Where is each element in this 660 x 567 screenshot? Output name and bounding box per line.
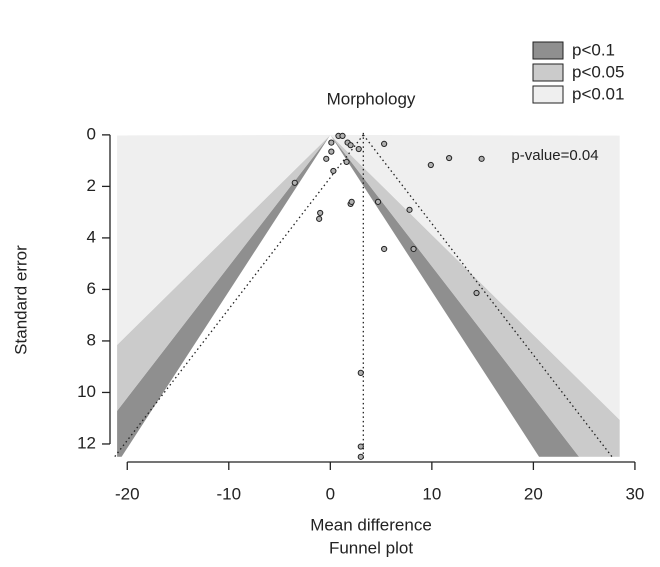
study-point <box>316 215 323 222</box>
contour-region <box>117 134 331 457</box>
study-point <box>381 140 388 147</box>
study-point <box>317 209 324 217</box>
x-tick-label: -10 <box>217 484 242 503</box>
study-point <box>427 161 434 169</box>
legend-swatch <box>532 63 564 82</box>
x-tick-label: 20 <box>524 484 543 503</box>
study-point <box>343 158 350 166</box>
contour-region <box>330 134 580 457</box>
study-point <box>410 245 417 253</box>
confidence-line <box>114 134 364 458</box>
confidence-line <box>362 134 613 458</box>
x-axis-label: Mean difference <box>310 515 432 534</box>
contour-shading <box>117 134 620 457</box>
x-tick-label: 10 <box>422 484 441 503</box>
y-tick-label: 2 <box>87 176 96 195</box>
x-tick-label: -20 <box>115 484 140 503</box>
study-point <box>357 443 364 450</box>
y-tick-label: 4 <box>87 227 96 246</box>
study-point <box>478 155 485 162</box>
x-tick-label: 0 <box>326 484 335 503</box>
study-point <box>291 179 298 186</box>
study-point <box>406 206 413 213</box>
y-tick-label: 12 <box>77 433 96 452</box>
y-tick-label: 8 <box>87 330 96 349</box>
study-point <box>328 148 335 155</box>
legend-label: p<0.01 <box>572 84 624 103</box>
y-tick-label: 0 <box>87 124 96 143</box>
y-axis-label: Standard error <box>11 245 30 355</box>
y-tick-label: 6 <box>87 279 96 298</box>
study-point <box>357 369 364 376</box>
study-point <box>323 155 330 162</box>
study-point <box>348 198 355 205</box>
study-point <box>347 142 354 149</box>
study-point <box>328 139 335 146</box>
contour-region <box>330 134 620 420</box>
contour-region <box>117 134 331 411</box>
study-point <box>330 167 337 175</box>
legend-label: p<0.05 <box>572 62 624 81</box>
contour-region <box>330 134 620 457</box>
x-tick-label: 30 <box>625 484 644 503</box>
study-point <box>357 453 364 460</box>
study-point <box>446 154 453 162</box>
study-point <box>339 132 346 140</box>
chart-title: Morphology <box>327 89 416 108</box>
study-point <box>374 198 382 205</box>
y-tick-label: 10 <box>77 382 96 401</box>
study-point <box>355 145 362 153</box>
annotation: p-value=0.04 <box>511 147 598 164</box>
study-point <box>473 289 480 297</box>
contour-region <box>117 134 331 345</box>
study-point <box>381 245 388 253</box>
legend-label: p<0.1 <box>572 40 615 59</box>
chart-subtitle: Funnel plot <box>329 538 413 557</box>
legend-swatch <box>532 41 564 60</box>
legend-swatch <box>532 85 564 104</box>
